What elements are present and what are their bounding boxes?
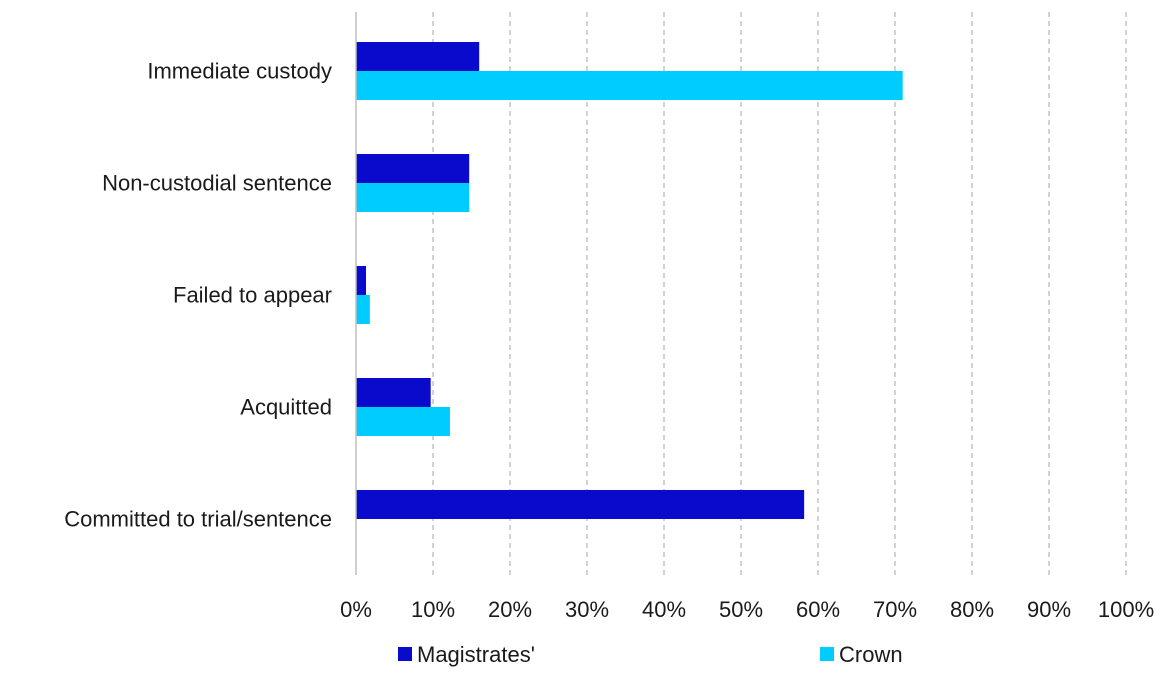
bar (356, 490, 805, 519)
category-label: Failed to appear (173, 283, 332, 308)
x-tick-label: 50% (719, 597, 763, 622)
legend-swatch (820, 647, 834, 661)
x-tick-label: 30% (565, 597, 609, 622)
bar (356, 266, 367, 295)
category-label: Committed to trial/sentence (64, 507, 332, 532)
legend-label: Magistrates' (417, 642, 535, 667)
bar (356, 183, 470, 212)
x-tick-label: 60% (796, 597, 840, 622)
bar (356, 407, 450, 436)
x-tick-label: 20% (488, 597, 532, 622)
category-label: Non-custodial sentence (102, 171, 332, 196)
category-labels: Immediate custody Non-custodial sentence F… (64, 59, 332, 532)
x-tick-label: 70% (873, 597, 917, 622)
bar (356, 378, 431, 407)
legend-label: Crown (839, 642, 903, 667)
x-tick-label: 90% (1027, 597, 1071, 622)
legend-swatch (398, 647, 412, 661)
x-tick-label: 0% (340, 597, 372, 622)
category-label: Immediate custody (147, 59, 332, 84)
bar (356, 295, 370, 324)
bars (356, 42, 903, 519)
category-label: Acquitted (240, 395, 332, 420)
x-tick-label: 10% (411, 597, 455, 622)
bar (356, 154, 470, 183)
gridlines (432, 12, 1127, 575)
x-tick-label: 80% (950, 597, 994, 622)
legend: Magistrates' Crown (398, 642, 903, 667)
x-tick-label: 100% (1098, 597, 1154, 622)
x-tick-label: 40% (642, 597, 686, 622)
bar (356, 71, 903, 100)
bar (356, 42, 480, 71)
x-tick-labels: 0% 10% 20% 30% 40% 50% 60% 70% 80% 90% 100% (340, 597, 1154, 622)
